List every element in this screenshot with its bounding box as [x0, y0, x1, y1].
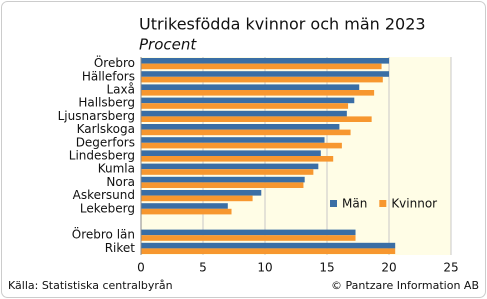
bar: [141, 124, 340, 130]
chart-title: Utrikesfödda kvinnor och män 2023: [139, 15, 426, 34]
y-tick-label: Hallsberg: [78, 96, 135, 110]
y-tick-label: Ljusnarsberg: [58, 109, 135, 123]
y-tick-label: Degerfors: [76, 135, 135, 149]
legend-swatch: [330, 200, 337, 207]
chart-subtitle: Procent: [139, 36, 197, 54]
legend-label: Män: [342, 197, 367, 211]
x-tick-label: 10: [257, 261, 272, 275]
bar: [141, 242, 396, 249]
bar: [141, 63, 382, 70]
y-tick-label: Lekeberg: [80, 201, 135, 215]
y-tick-label: Karlskoga: [77, 122, 135, 136]
x-tick-label: 20: [381, 261, 396, 275]
y-tick-label: Laxå: [107, 83, 136, 97]
y-tick-label: Örebro: [94, 54, 135, 70]
bar: [141, 235, 356, 241]
y-tick-label: Lindesberg: [69, 149, 135, 163]
bar: [141, 137, 325, 143]
credit: © Pantzare Information AB: [331, 279, 479, 292]
bar: [141, 208, 232, 215]
bar: [141, 248, 396, 254]
source: Källa: Statistiska centralbyrån: [8, 279, 173, 292]
bar: [141, 169, 314, 175]
y-tick-label: Hällefors: [82, 69, 135, 83]
y-tick-label: Kumla: [98, 162, 135, 176]
y-tick-label: Nora: [106, 175, 135, 189]
bar: [141, 97, 355, 104]
legend-label: Kvinnor: [391, 197, 437, 211]
x-tick-label: 5: [199, 261, 207, 275]
bar: [141, 163, 319, 170]
bar: [141, 90, 375, 96]
bar: [141, 103, 349, 109]
bar: [141, 150, 321, 156]
bar: [141, 195, 253, 202]
bar: [141, 110, 347, 117]
bar: [141, 190, 262, 196]
bar: [141, 142, 342, 149]
y-tick-label: Askersund: [73, 188, 135, 202]
bar: [141, 129, 351, 136]
legend-swatch: [379, 200, 387, 207]
bar: [141, 182, 304, 188]
bar: [141, 58, 389, 64]
x-tick-label: 25: [443, 261, 458, 275]
bar: [141, 176, 305, 183]
bar: [141, 71, 389, 77]
y-tick-label: Örebro län: [72, 226, 135, 242]
bar: [141, 76, 383, 83]
bar: [141, 156, 334, 162]
bar: [141, 229, 356, 236]
x-tick-label: 0: [137, 261, 145, 275]
bar: [141, 84, 360, 90]
x-tick-label: 15: [319, 261, 334, 275]
bar: [141, 203, 228, 209]
y-tick-label: Riket: [105, 241, 136, 255]
bar: [141, 116, 372, 122]
